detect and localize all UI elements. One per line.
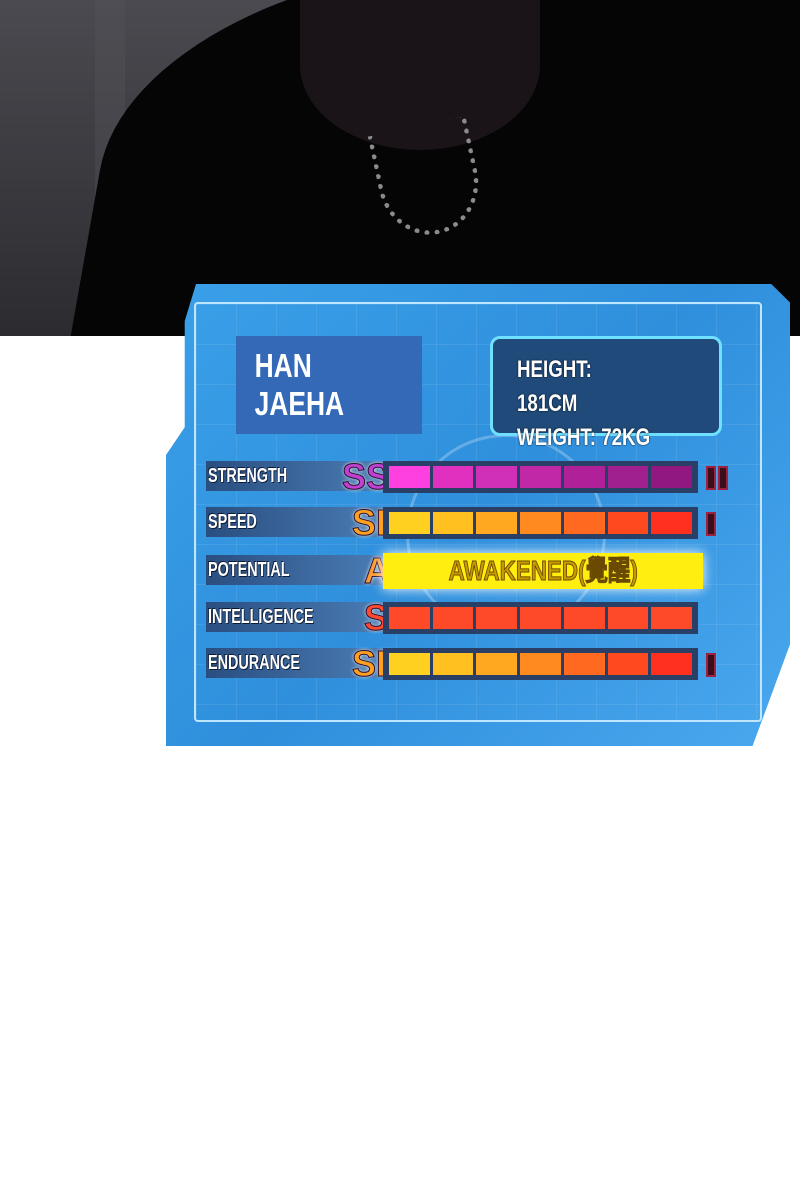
stat-bar-segment xyxy=(476,466,518,488)
stat-bar-segment xyxy=(432,512,474,534)
stat-label-text: STRENGTH xyxy=(208,465,288,487)
stat-label: SPEED xyxy=(206,507,386,537)
stat-bar-segment xyxy=(389,653,430,675)
stat-bar-segment xyxy=(563,607,605,629)
stat-row-endurance: ENDURANCE SR xyxy=(206,643,736,685)
stat-bar-segment xyxy=(607,466,649,488)
stat-bar-segment xyxy=(389,466,430,488)
stat-label: POTENTIAL xyxy=(206,555,386,585)
stat-bar-segment xyxy=(563,512,605,534)
stat-bar-segment xyxy=(520,653,561,675)
stat-bar-segment xyxy=(651,607,693,629)
stat-label-text: SPEED xyxy=(208,511,257,533)
weight-text: WEIGHT: 72KG xyxy=(517,424,651,451)
awakened-text: AWAKENED(覺醒) xyxy=(448,555,638,587)
stat-bar-segment xyxy=(432,653,474,675)
stat-bar-segment xyxy=(389,512,430,534)
stat-bar-segment xyxy=(476,607,518,629)
stat-label-text: ENDURANCE xyxy=(208,652,301,674)
status-card: HAN JAEHA HEIGHT: 181CM WEIGHT: 72KG STR… xyxy=(166,284,790,746)
stat-bar-segment xyxy=(520,466,561,488)
stat-label: STRENGTH xyxy=(206,461,386,491)
character-neck xyxy=(300,0,540,150)
stat-bar-segment xyxy=(432,607,474,629)
stat-bar-segment xyxy=(607,653,649,675)
height-text: HEIGHT: 181CM xyxy=(517,356,592,417)
stat-bar-segment xyxy=(476,653,518,675)
stat-label-text: INTELLIGENCE xyxy=(208,606,314,628)
stat-bar-segment xyxy=(607,607,649,629)
stat-bar-segment xyxy=(563,653,605,675)
stat-bar-segment xyxy=(389,607,430,629)
stat-bar-segment xyxy=(520,512,561,534)
comic-scene xyxy=(0,0,800,336)
stat-row-potential: POTENTIAL A AWAKENED(覺醒) xyxy=(206,550,736,592)
stat-label: INTELLIGENCE xyxy=(206,602,386,632)
stat-bar-segment xyxy=(520,607,561,629)
stat-bar xyxy=(383,602,698,634)
stat-bar-segment xyxy=(651,653,693,675)
overflow-mark xyxy=(706,466,716,490)
character-name: HAN JAEHA xyxy=(254,347,345,422)
stat-label: ENDURANCE xyxy=(206,648,386,678)
stat-label-text: POTENTIAL xyxy=(208,559,290,581)
stat-bar xyxy=(383,507,698,539)
stat-row-strength: STRENGTH SSR xyxy=(206,456,736,498)
stat-row-speed: SPEED SR xyxy=(206,502,736,544)
stat-bar-segment xyxy=(563,466,605,488)
stat-bar-segment xyxy=(432,466,474,488)
stat-bar-segment xyxy=(476,512,518,534)
overflow-mark xyxy=(706,653,716,677)
info-box: HEIGHT: 181CM WEIGHT: 72KG xyxy=(490,336,722,451)
stat-bar-segment xyxy=(651,466,693,488)
overflow-mark xyxy=(718,466,728,490)
stat-bar-segment xyxy=(607,512,649,534)
stat-bar-segment xyxy=(651,512,693,534)
stat-bar xyxy=(383,648,698,680)
stat-bar xyxy=(383,461,698,493)
name-box: HAN JAEHA xyxy=(236,336,422,434)
awakened-bar: AWAKENED(覺醒) xyxy=(383,553,703,589)
stat-row-intelligence: INTELLIGENCE S xyxy=(206,597,736,639)
overflow-mark xyxy=(706,512,716,536)
